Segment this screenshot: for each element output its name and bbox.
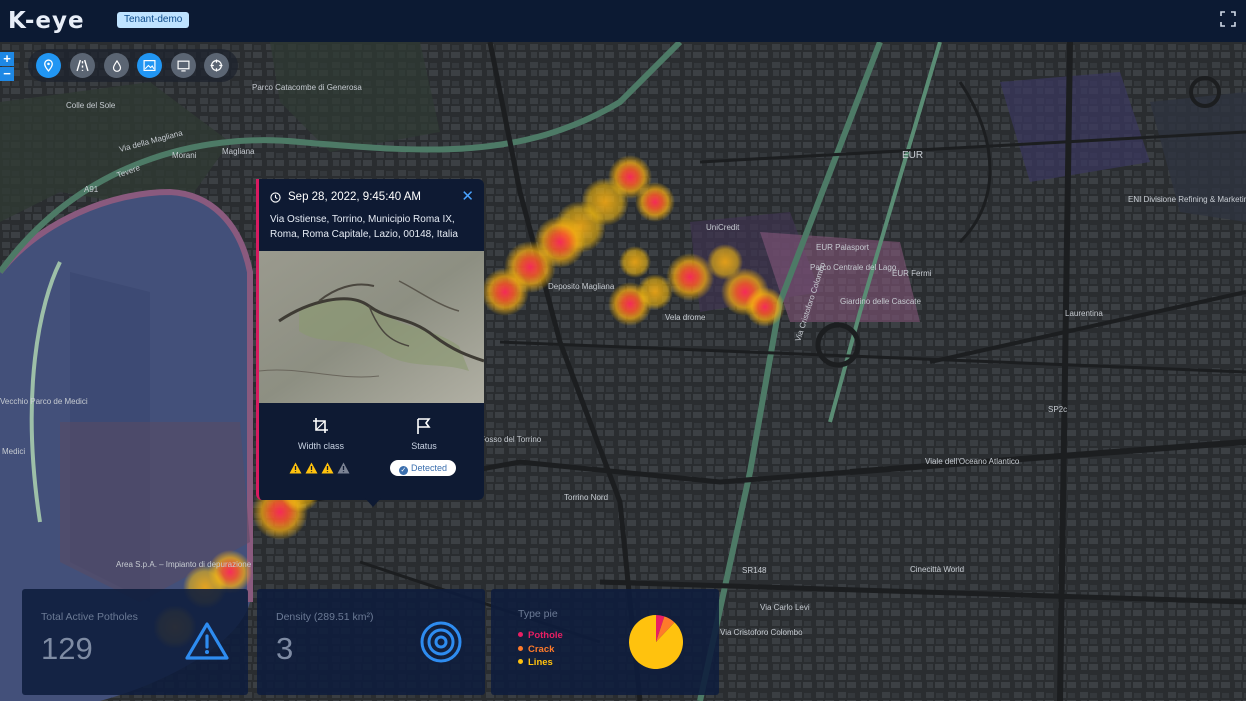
map-label: Laurentina [1065,309,1103,318]
status-value: Detected [410,463,448,473]
map-label: Parco Catacombe di Generosa [252,83,362,92]
map-label: Torrino Nord [564,493,608,502]
popup-address: Via Ostiense, Torrino, Municipio Roma IX… [270,214,458,240]
map-label: Vela drome [665,313,706,322]
card-title: Density (289.51 km²) [276,611,374,623]
legend-item-lines[interactable]: Lines [518,656,563,670]
map-label: Morani [172,151,197,160]
card-value: 129 [41,631,93,666]
map-label: UniCredit [706,223,740,232]
map-label: Area S.p.A. – Impianto di depurazione [116,560,252,569]
pie-slice-lines[interactable] [629,615,683,669]
density-card: Density (289.51 km²) 3 [257,589,485,695]
map-label: EUR Palasport [816,243,870,252]
map-label: Cinecittà World [910,565,964,574]
status-badge[interactable]: ✓ Detected [390,460,456,476]
map-label: A91 [84,185,99,194]
heatmap-layer [153,155,785,649]
check-icon: ✓ [398,466,408,475]
road-icon[interactable] [70,53,95,78]
type-pie-chart[interactable] [628,614,684,670]
popup-pointer [365,498,381,507]
map-canvas[interactable]: Colle del Sole Parco Catacombe di Genero… [0,42,1246,701]
detection-popup: Sep 28, 2022, 9:45:40 AM ✕ Via Ostiense,… [256,179,484,507]
top-bar: K-eye Tenant-demo [0,0,1246,42]
width-class-label: Width class [297,441,344,451]
crack-photo[interactable] [259,251,484,403]
pie-legend: Pothole Crack Lines [518,629,563,670]
location-pin-icon[interactable] [36,53,61,78]
pie-slice-pothole[interactable] [656,615,665,642]
zoom-controls: + − [0,52,14,81]
card-title: Type pie [518,608,558,620]
map-svg: Colle del Sole Parco Catacombe di Genero… [0,42,1246,701]
app-logo: K-eye [8,8,85,34]
map-label: EUR [902,150,923,161]
map-label: Colle del Sole [66,101,116,110]
pie-slice-crack[interactable] [656,616,675,642]
target-icon [420,621,462,663]
status-label: Status [411,441,437,451]
map-label: Deposito Magliana [548,282,615,291]
warning-icon [321,462,334,474]
map-label: Vecchio Parco de Medici [0,397,88,406]
map-label: Via Carlo Levi [760,603,810,612]
drop-icon[interactable] [104,53,129,78]
map-toolbar [28,49,238,82]
warning-icon [305,462,318,474]
warning-icon [289,462,302,474]
map-label: Fosso del Torrino [480,435,542,444]
fullscreen-icon[interactable] [1220,11,1236,27]
map-label: Via Cristoforo Colombo [720,628,803,637]
clock-icon [270,192,281,203]
monitor-icon[interactable] [171,53,196,78]
zoom-in-button[interactable]: + [0,52,14,66]
warning-icon [185,622,229,660]
map-label: SR148 [742,566,767,575]
tenant-badge[interactable]: Tenant-demo [117,12,190,28]
total-potholes-card: Total Active Potholes 129 [22,589,248,695]
card-title: Total Active Potholes [41,611,138,623]
map-label: Giardino delle Cascate [840,297,921,306]
map-label: ENI Divisione Refining & Marketing [1128,195,1246,204]
warning-icon [337,462,350,474]
card-value: 3 [276,631,294,666]
flag-icon [417,418,431,434]
type-pie-card: Type pie Pothole Crack Lines [491,589,719,695]
popup-datetime: Sep 28, 2022, 9:45:40 AM [288,191,421,203]
map-label: SP2c [1048,405,1067,414]
close-icon[interactable]: ✕ [461,188,474,205]
map-label: Parco Centrale del Lago [810,263,897,272]
crop-icon [313,418,328,433]
map-label: Medici [2,447,25,456]
crosshair-icon[interactable] [204,53,229,78]
width-class-rating [289,461,353,474]
map-label: EUR Fermi [892,269,932,278]
image-icon[interactable] [137,53,162,78]
map-label: Viale dell'Oceano Atlantico [925,457,1020,466]
legend-item-pothole[interactable]: Pothole [518,629,563,643]
map-label: Magliana [222,147,255,156]
zoom-out-button[interactable]: − [0,67,14,81]
legend-item-crack[interactable]: Crack [518,643,563,657]
